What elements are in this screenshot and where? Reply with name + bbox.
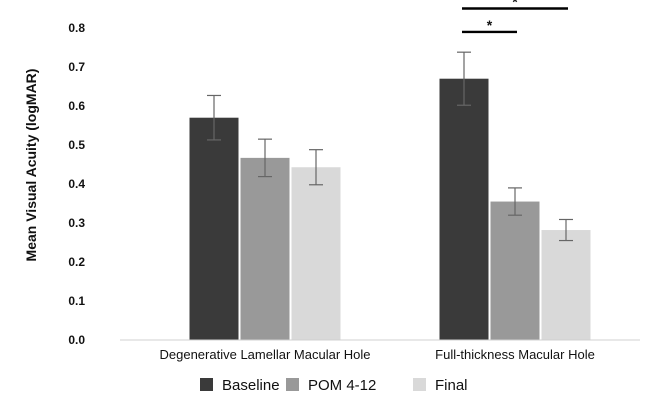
y-tick-label: 0.0 bbox=[68, 333, 85, 347]
legend-swatch bbox=[286, 378, 299, 391]
legend-swatch bbox=[413, 378, 426, 391]
y-tick-label: 0.7 bbox=[68, 60, 85, 74]
y-tick-label: 0.8 bbox=[68, 21, 85, 35]
legend-label: POM 4-12 bbox=[308, 377, 376, 394]
y-tick-label: 0.6 bbox=[68, 99, 85, 113]
legend-swatch bbox=[200, 378, 213, 391]
y-tick-label: 0.3 bbox=[68, 216, 85, 230]
error-bar bbox=[508, 187, 522, 216]
error-bars bbox=[207, 51, 573, 242]
error-bar bbox=[258, 138, 272, 178]
error-bar bbox=[207, 94, 221, 141]
legend-item: Final bbox=[413, 377, 468, 394]
significance-label: * bbox=[512, 0, 518, 10]
significance-markers: ** bbox=[462, 0, 568, 34]
category-label: Degenerative Lamellar Macular Hole bbox=[160, 347, 371, 362]
category-labels: Degenerative Lamellar Macular Hole Full-t… bbox=[160, 347, 595, 362]
legend: Baseline POM 4-12 Final bbox=[200, 377, 468, 394]
significance-label: * bbox=[487, 17, 493, 33]
category-label: Full-thickness Macular Hole bbox=[435, 347, 595, 362]
y-tick-label: 0.5 bbox=[68, 138, 85, 152]
bars bbox=[189, 78, 591, 340]
y-axis-ticks: 0.0 0.1 0.2 0.3 0.4 0.5 0.6 0.7 0.8 bbox=[68, 21, 85, 347]
y-tick-label: 0.1 bbox=[68, 294, 85, 308]
bar-final-1 bbox=[541, 230, 591, 340]
error-bar bbox=[309, 149, 323, 186]
bar-final-0 bbox=[291, 167, 341, 340]
y-axis-label: Mean Visual Acuity (logMAR) bbox=[23, 69, 39, 262]
bar-pom-4-12-1 bbox=[490, 201, 540, 340]
legend-item: Baseline bbox=[200, 377, 280, 394]
legend-item: POM 4-12 bbox=[286, 377, 376, 394]
bar-baseline-1 bbox=[439, 78, 489, 340]
error-bar bbox=[457, 51, 471, 106]
error-bar bbox=[559, 218, 573, 242]
bar-baseline-0 bbox=[189, 117, 239, 340]
y-tick-label: 0.2 bbox=[68, 255, 85, 269]
legend-label: Final bbox=[435, 377, 468, 394]
bar-pom-4-12-0 bbox=[240, 157, 290, 340]
y-tick-label: 0.4 bbox=[68, 177, 85, 191]
legend-label: Baseline bbox=[222, 377, 280, 394]
